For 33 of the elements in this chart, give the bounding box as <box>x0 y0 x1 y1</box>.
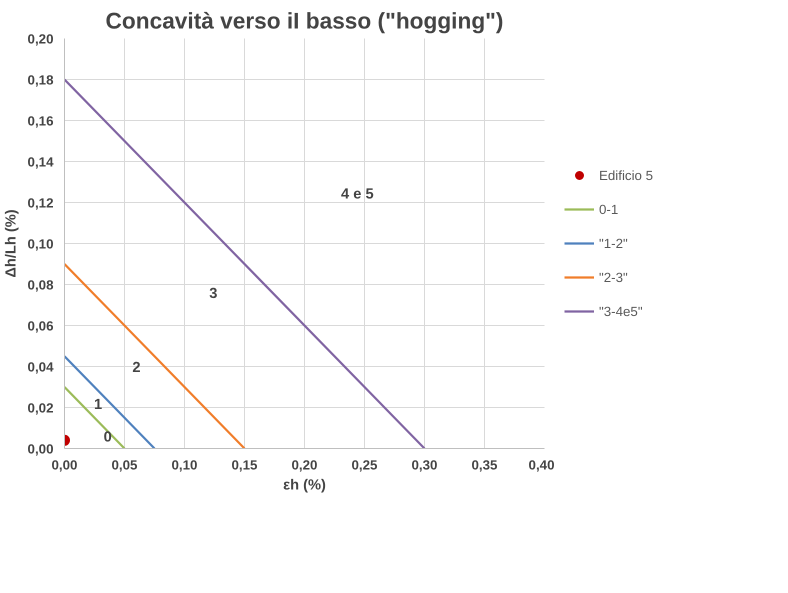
x-tick-label: 0,10 <box>172 458 198 472</box>
annotation: 4 e 5 <box>341 186 374 202</box>
y-tick-label: 0,04 <box>28 360 54 374</box>
y-tick-label: 0,14 <box>28 154 54 170</box>
x-tick-label: 0,25 <box>352 458 378 472</box>
y-tick-label: 0,12 <box>28 196 54 210</box>
x-tick-label: 0,30 <box>412 458 438 472</box>
legend-label: "3-4e5" <box>599 304 643 318</box>
x-tick-label: 0,05 <box>112 458 138 472</box>
annotation: 1 <box>94 396 102 413</box>
y-tick-label: 0,20 <box>28 32 54 46</box>
legend-label: Edificio 5 <box>599 168 654 182</box>
y-tick-label: 0,10 <box>28 236 54 252</box>
chart-title: Concavità verso iI basso ("hogging") <box>106 8 504 34</box>
legend-label: "1-2" <box>599 236 628 250</box>
annotation: 2 <box>132 360 141 376</box>
legend-label: 0-1 <box>599 202 619 216</box>
x-axis-title: εh (%) <box>283 478 326 494</box>
y-tick-label: 0,16 <box>28 114 54 128</box>
x-tick-label: 0,35 <box>472 458 498 472</box>
y-axis-title: Δh/Lh (%) <box>4 209 20 278</box>
y-tick-label: 0,00 <box>28 442 54 456</box>
annotation: 0 <box>104 430 112 446</box>
y-tick-label: 0,02 <box>28 400 54 416</box>
y-tick-label: 0,18 <box>28 72 54 88</box>
annotation: 3 <box>209 286 218 302</box>
x-tick-label: 0,20 <box>292 458 318 472</box>
y-tick-label: 0,06 <box>28 318 54 334</box>
legend-label: "2-3" <box>599 270 628 284</box>
x-tick-label: 0,15 <box>232 458 258 472</box>
x-tick-label: 0,40 <box>528 458 555 472</box>
x-tick-label: 0,00 <box>52 458 78 472</box>
y-tick-label: 0,08 <box>28 278 54 292</box>
